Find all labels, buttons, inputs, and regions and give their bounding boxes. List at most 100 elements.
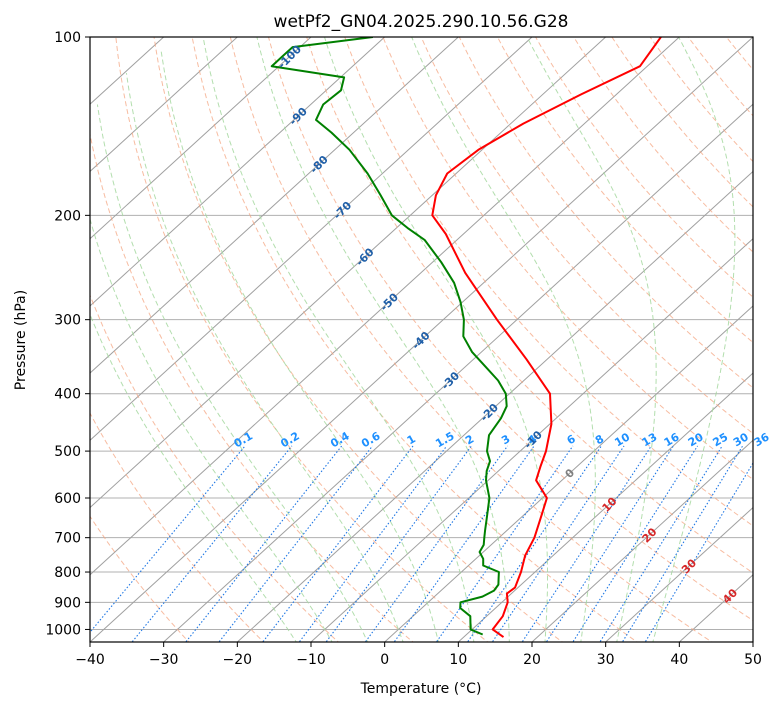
y-tick-label: 600: [54, 491, 81, 507]
dry-adiabat-line: [90, 293, 340, 642]
isotherm-line: [752, 641, 753, 642]
y-tick-label: 1000: [45, 622, 81, 638]
mixing-ratio-label: 6: [565, 432, 578, 447]
mixing-ratio-line: [572, 445, 699, 642]
mixing-ratio-line: [644, 462, 753, 642]
mixing-ratio-label: 25: [711, 430, 731, 449]
isotherm-line: [90, 37, 386, 307]
mixing-ratio-line: [545, 445, 674, 642]
mixing-ratio-label: 36: [752, 430, 772, 449]
dry-adiabat-line: [649, 37, 753, 163]
x-tick-label: 10: [449, 652, 467, 668]
dry-adiabat-line: [267, 37, 753, 622]
temperature-line: [431, 37, 662, 638]
y-tick-label: 400: [54, 387, 81, 403]
x-tick-label: −30: [149, 652, 179, 668]
moist-adiabat-line: [90, 313, 297, 642]
moist-adiabat-line: [96, 104, 369, 642]
isotherm-line: [162, 103, 753, 642]
moist-adiabat-line: [160, 49, 440, 642]
mixing-ratio-line: [393, 445, 535, 642]
isotherm-line: [90, 37, 681, 576]
isotherm-line: [604, 506, 753, 642]
mixing-ratio-label: 20: [686, 430, 706, 449]
mixing-ratio-label: 0.4: [328, 429, 352, 450]
moist-adiabat-line: [202, 37, 475, 642]
chart-title: wetPf2_GN04.2025.290.10.56.G28: [274, 12, 569, 32]
mixing-ratio-label: 8: [593, 432, 606, 447]
dry-adiabat-line: [420, 37, 753, 435]
isotherm-line: [310, 237, 753, 642]
mixing-ratio-line: [298, 445, 448, 642]
dry-adiabat-line: [754, 24, 775, 645]
isotherm-line: [90, 37, 312, 240]
dry-adiabat-line: [90, 412, 265, 642]
mixing-ratio-label: 0.6: [359, 429, 383, 450]
isotherm-line: [236, 170, 753, 642]
dry-adiabat-line: [573, 37, 753, 253]
isotherm-line: [678, 574, 753, 642]
mixing-ratio-line: [521, 445, 652, 642]
isotherm-line: [90, 37, 607, 509]
y-tick-label: 500: [54, 444, 81, 460]
dry-adiabat-line: [496, 37, 753, 344]
y-tick-label: 200: [54, 208, 81, 224]
x-axis-label: Temperature (°C): [360, 681, 482, 697]
axes: −40 −30 −20 −10 0 10 20 30 40 50 1000 900 800 700 600 5…: [45, 30, 762, 668]
y-axis-label: Pressure (hPa): [13, 290, 29, 390]
y-tick-label: 800: [54, 565, 81, 581]
mixing-ratio-line: [131, 445, 293, 642]
mixing-ratio-label: 0.1: [232, 429, 255, 450]
mixing-ratio-line: [491, 445, 625, 642]
mixing-ratio-line: [466, 445, 602, 642]
dry-adiabat-line: [687, 37, 753, 117]
isotherm-line: [90, 37, 239, 173]
isotherm-line: [90, 37, 460, 374]
isotherm-line: [531, 439, 753, 642]
isotherm-line: [90, 37, 533, 442]
mixing-ratio-label: 16: [662, 430, 682, 449]
y-tick-label: 300: [54, 313, 81, 329]
dry-adiabat-line: [344, 37, 753, 527]
moist-adiabat-line: [652, 37, 736, 642]
x-tick-label: 30: [597, 652, 615, 668]
x-tick-label: 20: [523, 652, 541, 668]
dry-adiabat-line: [535, 37, 753, 298]
dry-adiabat-line: [191, 37, 638, 642]
x-tick-label: 40: [670, 652, 688, 668]
mixing-ratio-label: 10: [612, 430, 632, 449]
dry-adiabat-line: [458, 37, 753, 389]
mixing-ratio-label: 2: [463, 432, 476, 447]
mixing-ratio-label: 1.5: [433, 429, 456, 450]
isotherm-line: [90, 37, 753, 642]
mixing-ratio-line: [185, 445, 343, 642]
moist-adiabat-line: [90, 217, 333, 642]
mixing-ratio-line: [621, 445, 744, 642]
mixing-ratio-line: [599, 445, 723, 642]
mixing-ratio-line: [364, 445, 509, 642]
x-tick-label: −20: [223, 652, 253, 668]
isotherm-line: [457, 372, 753, 642]
mixing-ratio-label: 30: [731, 430, 751, 449]
x-tick-label: 0: [380, 652, 389, 668]
dry-adiabat-line: [153, 37, 564, 642]
mixing-ratio-label: 3: [499, 432, 512, 447]
mixing-ratio-label: 0.2: [278, 429, 301, 450]
dry-adiabat-line: [725, 37, 753, 71]
y-tick-label: 100: [54, 30, 81, 46]
moist-adiabat-line: [125, 72, 404, 642]
x-tick-label: 50: [744, 652, 762, 668]
dewpoint-line: [270, 37, 508, 636]
reference-lines: [90, 24, 775, 645]
dry-adiabat-line: [306, 37, 753, 574]
dry-adiabat-line: [229, 37, 713, 642]
dry-adiabat-line: [611, 37, 753, 208]
mixing-ratio-label: 1: [405, 432, 418, 447]
mixing-ratio-line: [218, 445, 373, 642]
isotherm-line: [383, 305, 753, 642]
dry-adiabat-line: [90, 131, 414, 642]
moist-adiabat-line: [411, 37, 596, 642]
dry-adiabat-line: [382, 37, 753, 481]
mixing-ratio-line: [90, 445, 246, 634]
